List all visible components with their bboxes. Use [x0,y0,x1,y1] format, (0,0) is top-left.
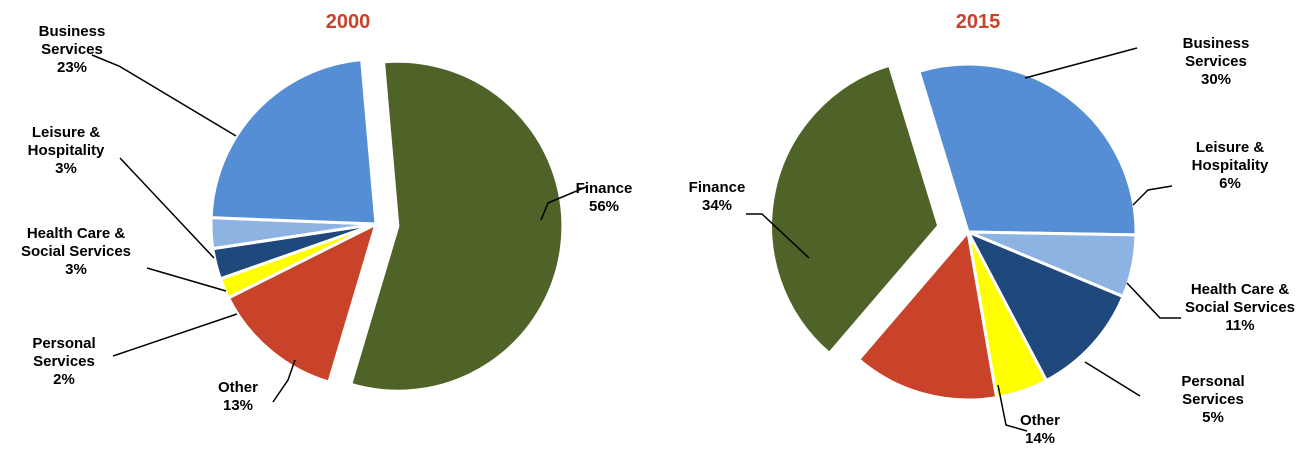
pie-chart-2000: 2000 Finance 56% Other 13% Personal Services 2… [21,11,632,414]
leader-line-2015-business-services [1024,47,1138,79]
leader-line-2000-personal-services [112,313,238,357]
data-label-2000-personal-services: Personal Services 2% [32,335,95,388]
data-label-2000-business-services: Business Services 23% [39,23,106,76]
leader-line-2015-health-care-social-services [1126,282,1181,319]
leader-line-2015-finance [746,213,810,259]
pie-slice-2015-health-care-social-services [966,230,1125,383]
pie-slice-2000-finance [349,59,565,393]
data-label-2015-personal-services: Personal Services 5% [1181,373,1244,426]
data-label-2000-health-care-social-services: Health Care & Social Services 3% [21,225,131,278]
data-label-2015-business-services: Business Services 30% [1183,35,1250,88]
pie-chart-2015: 2015 Business Services 30% Leisure & Hospita… [689,11,1295,447]
leader-line-2015-other [997,384,1028,432]
data-label-2000-other: Other 13% [218,379,258,414]
chart-title-2000: 2000 [326,11,371,33]
pie-slice-2000-other [226,222,378,384]
data-label-2015-finance: Finance 34% [689,179,746,214]
pie-slice-2000-business-services [209,58,378,226]
data-label-2015-other: Other 14% [1020,412,1060,446]
leader-line-2000-business-services [91,54,237,137]
pie-slice-2015-finance [769,63,941,355]
leader-line-2000-health-care-social-services [146,267,227,292]
pie-slice-2015-business-services [917,62,1138,237]
data-label-2000-leisure-hospitality: Leisure & Hospitality 3% [28,124,105,177]
data-label-2015-health-care-social-services: Health Care & Social Services 11% [1185,281,1295,334]
leader-line-2000-finance [540,186,587,221]
leader-line-2000-leisure-hospitality [119,157,215,259]
chart-title-2015: 2015 [956,11,1001,33]
data-label-2000-finance: Finance 56% [576,180,633,215]
pie-slice-2015-other [857,230,999,402]
leader-line-2015-leisure-hospitality [1132,185,1173,206]
leader-line-2015-personal-services [1084,361,1141,397]
leader-line-2000-other [272,359,296,403]
data-label-2015-leisure-hospitality: Leisure & Hospitality 6% [1192,139,1269,192]
